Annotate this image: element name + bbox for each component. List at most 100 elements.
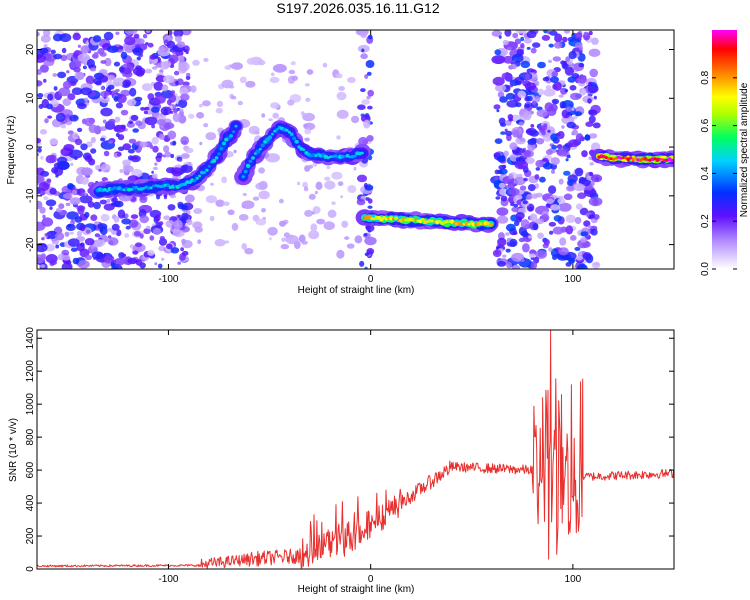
- noise-blob: [498, 35, 502, 39]
- noise-blob: [113, 124, 126, 133]
- noise-blob: [305, 97, 311, 102]
- noise-blob: [80, 87, 93, 96]
- colorbar-gradient: [712, 30, 737, 269]
- track-blob: [331, 155, 335, 158]
- noise-blob: [178, 158, 183, 162]
- noise-blob: [244, 248, 254, 255]
- noise-blob: [590, 174, 603, 183]
- noise-blob: [550, 76, 559, 83]
- noise-blob: [304, 128, 312, 135]
- noise-blob: [163, 75, 175, 84]
- noise-blob: [580, 237, 587, 243]
- noise-blob: [285, 234, 299, 245]
- noise-blob: [41, 217, 54, 227]
- noise-blob: [132, 128, 139, 133]
- noise-blob: [563, 170, 571, 176]
- noise-blob: [125, 225, 131, 230]
- noise-blob: [340, 195, 344, 199]
- noise-blob: [182, 81, 190, 87]
- noise-blob: [93, 201, 101, 210]
- noise-blob: [558, 202, 572, 212]
- noise-blob: [203, 123, 209, 128]
- noise-blob: [172, 228, 180, 233]
- noise-blob: [132, 47, 144, 56]
- track-blob: [253, 152, 257, 155]
- noise-blob: [505, 223, 516, 232]
- noise-blob: [560, 60, 566, 65]
- track-blob: [220, 147, 223, 150]
- noise-blob: [559, 101, 567, 109]
- figure-title: S197.2026.035.16.11.G12: [276, 0, 439, 16]
- noise-blob: [505, 248, 511, 253]
- noise-blob: [156, 194, 161, 200]
- y-tick-label: 200: [25, 527, 36, 544]
- noise-blob: [152, 166, 158, 171]
- noise-blob: [205, 195, 217, 204]
- noise-blob: [516, 173, 523, 178]
- track-blob: [229, 134, 234, 138]
- noise-blob: [503, 150, 509, 157]
- noise-blob: [106, 198, 111, 203]
- noise-blob: [524, 73, 531, 80]
- noise-blob: [530, 47, 537, 54]
- noise-blob: [514, 220, 520, 227]
- spectral-track-1: [88, 119, 244, 199]
- noise-blob: [67, 130, 74, 135]
- noise-blob: [541, 130, 546, 136]
- track-blob: [294, 139, 299, 144]
- noise-blob: [576, 78, 581, 82]
- noise-blob: [181, 238, 186, 244]
- noise-blob: [227, 209, 235, 216]
- noise-blob: [122, 73, 127, 77]
- noise-blob: [130, 214, 139, 220]
- noise-blob: [179, 110, 184, 117]
- noise-blob: [584, 188, 597, 198]
- noise-blob: [574, 111, 583, 117]
- noise-blob: [50, 49, 56, 55]
- noise-blob: [167, 204, 176, 211]
- noise-blob: [155, 63, 162, 68]
- noise-blob: [543, 88, 556, 97]
- noise-blob: [494, 138, 503, 145]
- track-blob: [467, 223, 471, 226]
- noise-blob: [492, 76, 505, 86]
- noise-blob: [242, 192, 247, 197]
- noise-blob: [185, 75, 191, 81]
- noise-blob: [144, 106, 150, 111]
- noise-blob: [523, 177, 528, 182]
- noise-blob: [323, 221, 335, 231]
- noise-blob: [103, 252, 107, 256]
- track-blob: [260, 143, 265, 148]
- noise-blob: [37, 242, 48, 253]
- noise-blob: [270, 102, 280, 109]
- noise-blob: [565, 214, 576, 223]
- noise-blob: [188, 113, 195, 119]
- noise-blob: [366, 95, 371, 100]
- noise-region: [355, 30, 377, 269]
- x-tick-label: -100: [158, 574, 178, 585]
- noise-blob: [111, 264, 123, 269]
- noise-blob: [267, 226, 278, 236]
- x-tick-label: -100: [158, 274, 178, 285]
- noise-blob: [361, 48, 365, 53]
- track-blob: [619, 156, 623, 160]
- noise-blob: [122, 165, 134, 173]
- noise-blob: [128, 219, 139, 228]
- track-blob: [192, 179, 197, 183]
- noise-blob: [141, 83, 153, 92]
- noise-blob: [77, 205, 85, 215]
- track-blob: [326, 156, 330, 160]
- track-blob: [370, 217, 374, 221]
- noise-blob: [526, 46, 531, 50]
- noise-blob: [495, 196, 501, 200]
- noise-blob: [548, 221, 557, 227]
- noise-blob: [233, 149, 237, 154]
- noise-blob: [43, 30, 51, 37]
- noise-blob: [69, 197, 81, 205]
- noise-blob: [124, 213, 129, 218]
- noise-blob: [92, 35, 102, 43]
- noise-blob: [76, 230, 83, 237]
- noise-blob: [55, 112, 66, 123]
- track-blob: [166, 183, 170, 187]
